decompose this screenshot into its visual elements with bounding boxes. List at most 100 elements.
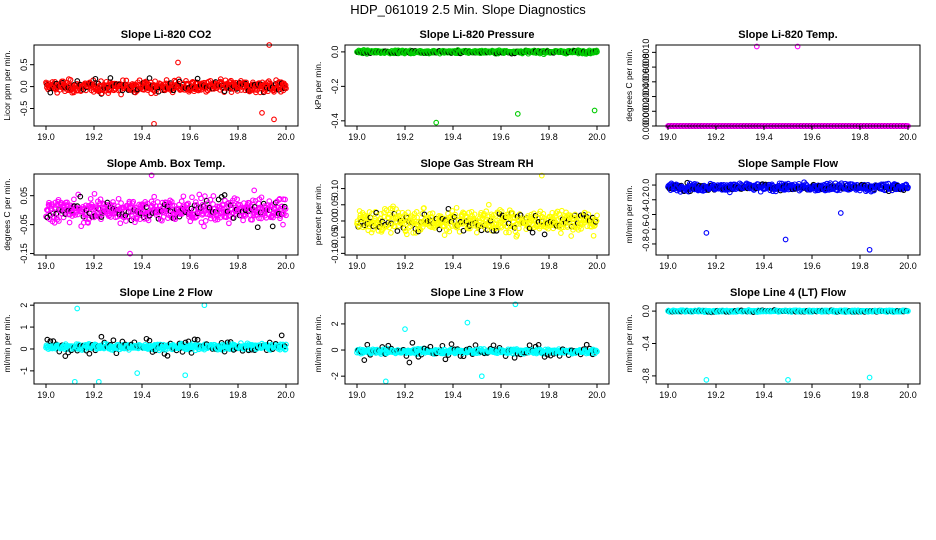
point-black	[77, 193, 84, 200]
point-black	[254, 224, 261, 231]
y-tick-label: 0.0	[330, 46, 340, 59]
x-tick-label: 19.4	[133, 390, 151, 400]
series-points	[665, 43, 911, 129]
x-tick-label: 19.0	[348, 132, 366, 142]
outlier-point	[703, 230, 710, 236]
point-black	[472, 342, 479, 348]
x-tick-label: 19.2	[707, 261, 725, 271]
y-tick-label: -0.6	[641, 221, 651, 237]
y-axis-label: degrees C per min.	[624, 49, 634, 121]
point	[136, 77, 143, 84]
point	[266, 198, 273, 204]
point	[67, 202, 74, 209]
plot-frame	[33, 44, 299, 127]
point-black	[92, 75, 99, 82]
point	[276, 196, 283, 202]
point	[123, 77, 130, 84]
point	[97, 196, 104, 203]
panel-title: Slope Sample Flow	[738, 158, 839, 170]
point	[185, 200, 191, 207]
outlier-point	[591, 107, 598, 114]
x-tick-label: 19.4	[444, 390, 462, 400]
point	[403, 231, 410, 238]
point-black	[221, 192, 228, 198]
point	[405, 209, 411, 216]
outlier-point	[866, 246, 873, 253]
y-tick-label: 0.05	[330, 196, 340, 214]
y-tick-label: -0.5	[19, 101, 29, 117]
outlier-point	[271, 116, 277, 123]
point	[258, 215, 264, 222]
point	[217, 214, 224, 221]
x-tick-label: 19.2	[707, 132, 725, 142]
y-axis-label: ml/min per min.	[313, 314, 323, 372]
y-tick-label: -0.8	[641, 236, 651, 252]
series-points	[354, 172, 600, 240]
y-tick-label: 0.10	[330, 180, 340, 198]
outlier-point	[71, 378, 78, 385]
x-tick-label: 19.6	[803, 261, 821, 271]
point	[368, 229, 375, 236]
panel-title: Slope Li-820 Temp.	[738, 29, 837, 41]
y-tick-label: -0.05	[19, 214, 29, 235]
outlier-point	[95, 378, 102, 385]
point-black	[278, 332, 285, 339]
point	[56, 218, 62, 224]
point	[256, 215, 262, 222]
point	[91, 190, 98, 197]
y-tick-label: 0.0	[641, 179, 651, 192]
point	[195, 87, 202, 94]
outlier-point	[151, 120, 157, 127]
series-points	[43, 302, 289, 385]
point	[172, 216, 179, 223]
x-tick-label: 20.0	[588, 261, 606, 271]
panel-title: Slope Line 2 Flow	[120, 287, 213, 299]
x-tick-label: 19.2	[85, 390, 103, 400]
x-tick-label: 20.0	[277, 390, 295, 400]
x-tick-label: 19.6	[803, 132, 821, 142]
y-tick-label: 0.0004	[641, 83, 651, 111]
plot-frame	[655, 44, 921, 127]
x-tick-label: 19.0	[37, 390, 55, 400]
x-tick-label: 19.4	[133, 132, 151, 142]
point-black	[194, 336, 201, 343]
x-tick-label: 19.0	[37, 261, 55, 271]
point	[78, 223, 85, 230]
outlier-point	[794, 43, 801, 50]
point	[594, 212, 600, 219]
point	[98, 90, 105, 97]
point	[254, 209, 261, 216]
point	[390, 203, 396, 210]
x-tick-label: 19.4	[755, 261, 773, 271]
point	[234, 196, 240, 203]
point-black	[53, 210, 60, 217]
x-tick-label: 20.0	[277, 261, 295, 271]
plot-frame	[344, 44, 610, 127]
x-tick-label: 19.8	[229, 132, 247, 142]
y-axis-label: ml/min per min.	[624, 185, 634, 243]
point	[558, 230, 564, 236]
point	[210, 193, 217, 199]
point	[228, 89, 235, 95]
x-tick-label: 19.8	[540, 390, 558, 400]
point-black	[146, 75, 153, 81]
point-black	[272, 199, 279, 206]
x-tick-label: 19.6	[492, 132, 510, 142]
point-black	[194, 75, 201, 82]
y-axis-label: percent per min.	[313, 184, 323, 245]
y-tick-label: 0	[19, 346, 29, 351]
series-points	[43, 42, 289, 127]
x-tick-label: 19.2	[396, 261, 414, 271]
y-axis-label: ml/min per min.	[2, 314, 12, 372]
point-black	[448, 341, 455, 347]
point	[240, 217, 246, 224]
outlier-point	[478, 373, 485, 380]
y-tick-label: 0.00	[330, 212, 340, 230]
point	[74, 211, 81, 218]
point	[506, 229, 512, 236]
panel-title: Slope Gas Stream RH	[420, 158, 533, 170]
